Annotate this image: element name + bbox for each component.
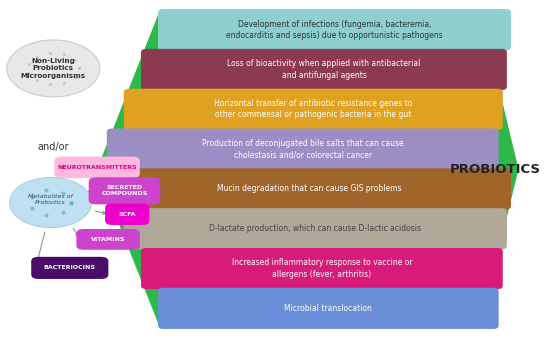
Text: PROBIOTICS: PROBIOTICS	[449, 163, 541, 175]
Text: Microbial translocation: Microbial translocation	[284, 304, 372, 313]
FancyBboxPatch shape	[124, 89, 503, 130]
FancyBboxPatch shape	[158, 288, 499, 329]
Text: and/or: and/or	[37, 142, 69, 152]
Text: Non-Living
Probiotics
Microorganisms: Non-Living Probiotics Microorganisms	[21, 58, 86, 79]
Text: Development of infections (fungemia, bacteremia,
endocarditis and sepsis) due to: Development of infections (fungemia, bac…	[226, 20, 443, 40]
Text: SCFA: SCFA	[118, 212, 136, 217]
FancyBboxPatch shape	[107, 128, 499, 170]
Circle shape	[7, 40, 100, 97]
Text: Horizontal transfer of antibiotic resistance genes to
other commensal or pathoge: Horizontal transfer of antibiotic resist…	[214, 99, 412, 119]
FancyBboxPatch shape	[76, 229, 140, 250]
Text: Increased inflammatory response to vaccine or
allergens (fever, arthritis): Increased inflammatory response to vacci…	[232, 259, 412, 279]
Circle shape	[9, 177, 92, 228]
FancyBboxPatch shape	[124, 208, 507, 249]
Text: Loss of bioactivity when applied with antibacterial
and antifungal agents: Loss of bioactivity when applied with an…	[227, 59, 421, 79]
FancyBboxPatch shape	[31, 257, 108, 279]
Text: SECRETED
COMPOUNDS: SECRETED COMPOUNDS	[101, 185, 148, 196]
FancyBboxPatch shape	[89, 177, 161, 204]
FancyBboxPatch shape	[141, 49, 507, 90]
Text: VITAMINS: VITAMINS	[91, 237, 125, 242]
FancyBboxPatch shape	[54, 156, 140, 178]
Text: Production of deconjugated bile salts that can cause
cholestasis and/or colorect: Production of deconjugated bile salts th…	[202, 139, 404, 159]
FancyBboxPatch shape	[107, 168, 511, 210]
Text: D-lactate production, which can cause D-lactic acidosis: D-lactate production, which can cause D-…	[210, 224, 421, 233]
FancyBboxPatch shape	[141, 248, 503, 289]
Text: BACTERIOCINS: BACTERIOCINS	[44, 265, 96, 270]
Text: Mucin degradation that can cause GIS problems: Mucin degradation that can cause GIS pro…	[217, 185, 401, 193]
Polygon shape	[97, 10, 519, 328]
FancyBboxPatch shape	[105, 203, 150, 225]
Text: Metabolites of
Probiotics: Metabolites of Probiotics	[28, 194, 73, 205]
Text: NEUROTRANSMITTERS: NEUROTRANSMITTERS	[57, 165, 137, 170]
FancyBboxPatch shape	[158, 9, 511, 50]
